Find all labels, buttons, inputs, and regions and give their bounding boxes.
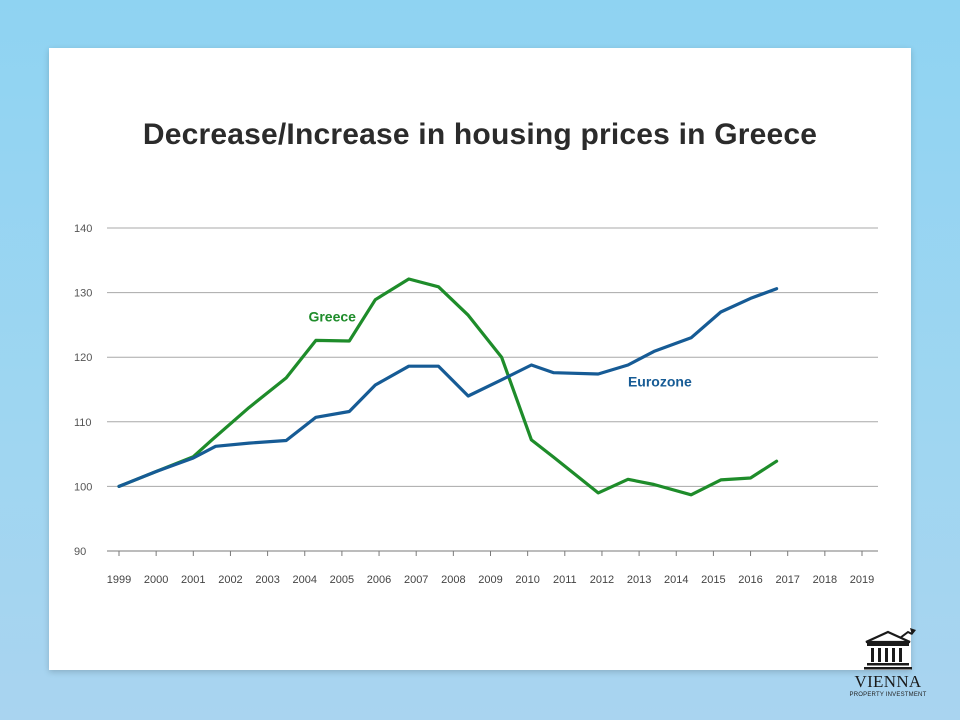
x-tick-label: 2015 [701, 574, 725, 586]
y-tick-label: 140 [74, 223, 92, 235]
grid-lines [107, 227, 878, 556]
y-tick-label: 120 [74, 352, 92, 364]
x-tick-label: 2007 [404, 574, 428, 586]
annotation-eurozone: Eurozone [628, 373, 692, 389]
x-tick-label: 2004 [293, 574, 317, 586]
x-tick-label: 2005 [330, 574, 354, 586]
series-lines [117, 277, 779, 497]
x-tick-label: 2001 [181, 574, 205, 586]
x-tick-label: 2006 [367, 574, 391, 586]
series-line-eurozone [117, 287, 779, 488]
x-tick-label: 2014 [664, 574, 688, 586]
x-tick-label: 2011 [553, 574, 577, 586]
x-tick-labels: 1999 2000 2001 2002 2003 2004 2005 2006 2007 2008… [107, 574, 874, 586]
x-tick-label: 2019 [850, 574, 874, 586]
x-tick-label: 2012 [590, 574, 614, 586]
y-tick-label: 100 [74, 481, 92, 493]
y-tick-label: 90 [74, 546, 86, 558]
x-tick-label: 2002 [218, 574, 242, 586]
x-tick-label: 2016 [738, 574, 762, 586]
chart-card [49, 48, 911, 670]
chart-title: Decrease/Increase in housing prices in G… [142, 118, 818, 151]
x-tick-label: 2018 [813, 574, 837, 586]
x-tick-label: 2013 [627, 574, 651, 586]
x-tick-label: 2009 [478, 574, 502, 586]
x-tick-label: 1999 [107, 574, 131, 586]
series-line-greece [117, 277, 779, 497]
logo-name: VIENNA [854, 672, 922, 691]
x-tick-label: 2008 [441, 574, 465, 586]
annotation-greece: Greece [308, 309, 356, 325]
series-annotations: Greece Eurozone [308, 309, 691, 390]
x-tick-label: 2003 [255, 574, 279, 586]
x-tick-label: 2017 [775, 574, 799, 586]
y-tick-label: 110 [74, 417, 92, 429]
x-tick-label: 2010 [515, 574, 539, 586]
x-tick-label: 2000 [144, 574, 168, 586]
building-arrow-icon [864, 628, 916, 670]
vienna-logo: VIENNA PROPERTY INVESTMENT [840, 626, 936, 706]
y-tick-label: 130 [74, 288, 92, 300]
logo-tagline: PROPERTY INVESTMENT [849, 692, 927, 698]
y-tick-labels: 90 100 110 120 130 140 [74, 223, 92, 558]
